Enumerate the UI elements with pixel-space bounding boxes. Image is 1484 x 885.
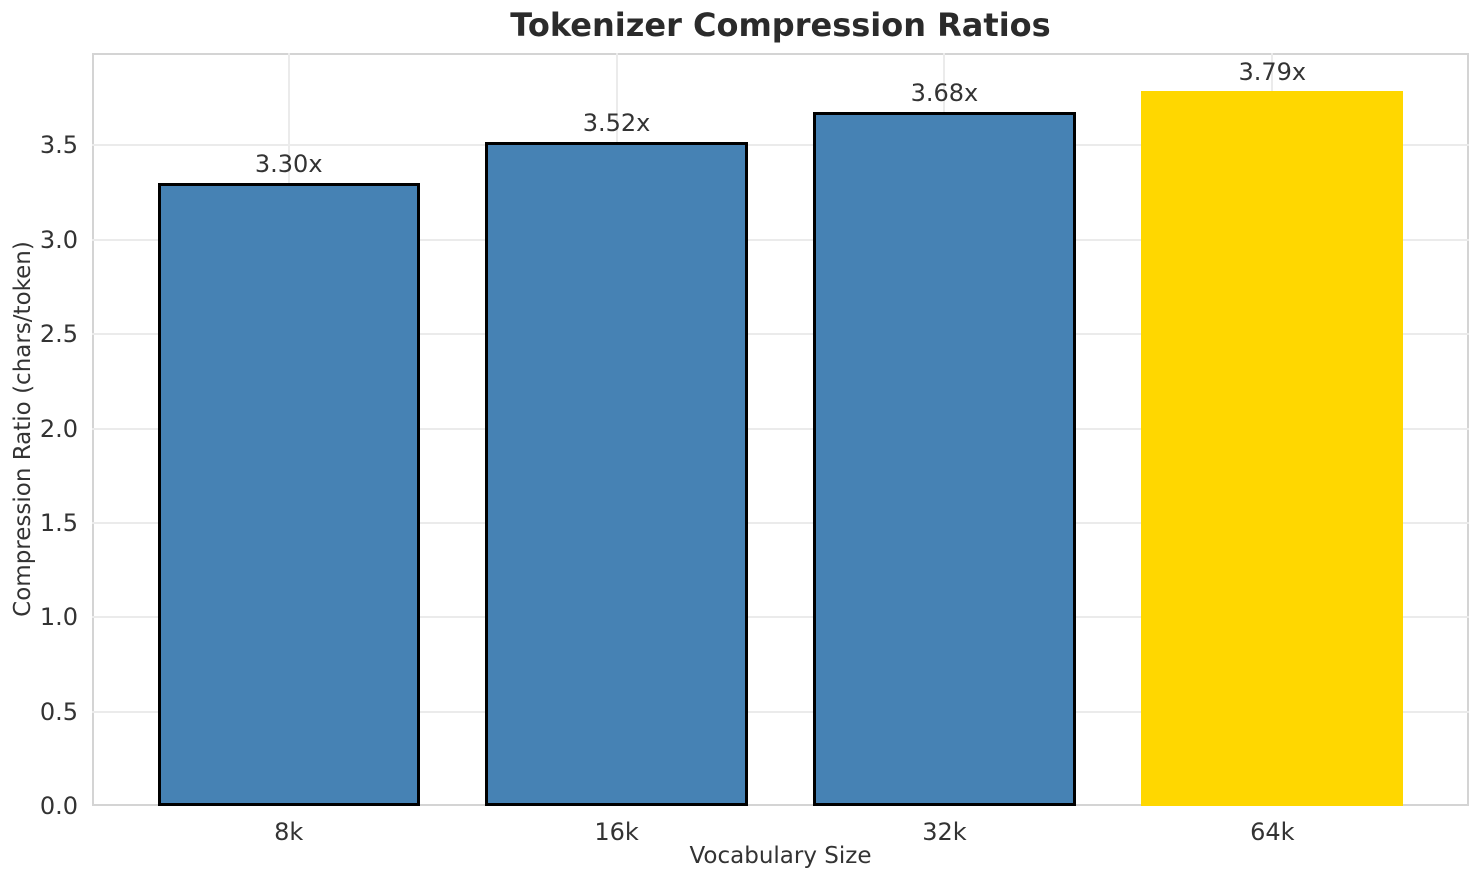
bar xyxy=(157,183,420,806)
bar-value-label: 3.68x xyxy=(910,78,979,107)
h-gridline xyxy=(92,710,1469,713)
bar xyxy=(813,111,1076,806)
y-tick-label: 2.5 xyxy=(39,320,78,349)
bar xyxy=(1141,90,1404,806)
bar-value-label: 3.79x xyxy=(1238,57,1307,86)
h-gridline xyxy=(92,521,1469,524)
x-axis-label: Vocabulary Size xyxy=(689,843,872,869)
bar xyxy=(485,141,748,806)
y-tick-label: 2.0 xyxy=(39,414,78,443)
y-tick-label: 1.0 xyxy=(39,603,78,632)
h-gridline xyxy=(92,616,1469,619)
y-tick-label: 3.0 xyxy=(39,225,78,254)
x-tick-label: 16k xyxy=(594,818,639,846)
h-gridline xyxy=(92,144,1469,147)
y-tick-label: 0.0 xyxy=(39,792,78,820)
y-tick-label: 3.5 xyxy=(39,131,78,160)
x-tick-label: 64k xyxy=(1250,818,1295,846)
y-tick-label: 1.5 xyxy=(39,508,78,537)
x-tick-label: 8k xyxy=(274,818,304,846)
x-tick-label: 32k xyxy=(922,818,967,846)
chart-title: Tokenizer Compression Ratios xyxy=(510,6,1051,44)
h-gridline xyxy=(92,238,1469,241)
bar-value-label: 3.30x xyxy=(254,150,323,179)
bar-value-label: 3.52x xyxy=(582,108,651,137)
y-tick-label: 0.5 xyxy=(39,697,78,726)
h-gridline xyxy=(92,333,1469,336)
h-gridline xyxy=(92,427,1469,430)
